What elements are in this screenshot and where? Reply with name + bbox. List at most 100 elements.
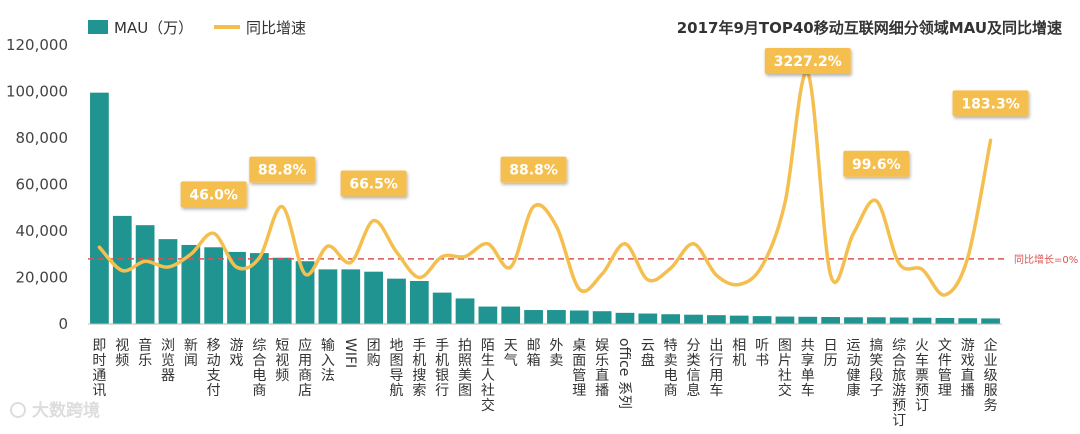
x-tick-char: 盘 [641,352,655,369]
bar [181,244,201,324]
x-tick-label: 共享单车 [801,338,815,399]
x-tick-char: 图 [458,383,472,399]
x-tick-char: 用 [709,368,723,384]
x-tick-char: 件 [938,353,952,369]
x-tick-label: 应用商店 [298,337,312,399]
bar [295,261,315,324]
x-tick-char: 照 [458,353,472,369]
x-tick-char: 预 [892,398,906,414]
bar [844,317,863,324]
y-tick-label: 20,000 [16,269,69,287]
x-tick-char: 听 [755,338,769,354]
bar [227,251,246,324]
x-tick-char: 服 [984,383,998,399]
x-tick-char: 桌 [572,338,586,354]
x-tick-char: 合 [892,353,906,369]
watermark-logo-icon [10,402,26,418]
watermark-text: 大数跨境 [32,400,100,421]
x-tick-char: 航 [389,383,403,399]
x-tick-char: 健 [846,368,860,384]
x-tick-char: 图 [778,338,792,354]
x-tick-char: 搜 [412,368,426,384]
x-tick-label: 短视频 [275,338,289,384]
callout-label: 66.5% [349,177,398,193]
x-tick-char: 乐 [138,353,152,369]
x-tick-char: 购 [367,353,381,369]
x-tick-label: 游戏 [230,338,244,369]
x-tick-char: 视 [275,353,289,369]
y-tick-label: 60,000 [16,176,69,194]
x-tick-label: 火车票预订 [915,338,929,414]
x-tick-char: 美 [458,368,472,384]
x-tick-label: 搞笑段子 [869,338,883,399]
chart-title: 2017年9月TOP40移动互联网细分领域MAU及同比增速 [677,19,1062,37]
x-tick-char: 卖 [664,353,678,369]
bar [981,318,1000,324]
x-tick-char: 动 [846,353,860,369]
y-tick-label: 40,000 [16,222,69,240]
x-tick-label: 特卖电商 [664,338,678,399]
x-tick-label: 新闻 [184,338,198,369]
bar [638,313,658,324]
bar [912,317,932,324]
x-tick-char: 云 [641,338,655,354]
x-tick-char: 机 [732,353,746,369]
x-tick-char: 播 [595,383,609,399]
x-tick-char: 类 [687,353,701,369]
bar [432,292,452,324]
bar [90,92,109,324]
x-tick-char: 电 [664,368,678,384]
x-tick-char: 短 [275,338,289,354]
x-tick-label: 企业级服务 [984,337,998,414]
x-tick-char: 息 [687,382,701,399]
x-tick-char: 陌 [481,338,495,354]
bar [775,316,795,324]
x-tick-char: 天 [504,338,518,354]
x-tick-char: 综 [892,338,906,354]
x-tick-char: 务 [984,398,998,414]
x-tick-label: 音乐 [138,337,152,369]
x-tick-char: 商 [664,383,678,399]
x-tick-char: 运 [846,338,860,354]
x-tick-label: office 系列 [616,338,632,409]
callout-label: 88.8% [258,163,307,179]
legend-swatch-mau [88,20,108,34]
x-tick-char: 电 [252,368,266,384]
x-tick-char: 车 [915,352,929,369]
x-tick-char: 戏 [961,353,975,369]
x-tick-label: 游戏直播 [961,338,975,399]
bar [752,316,772,324]
x-tick-label: 外卖 [549,338,563,369]
x-tick-char: 笑 [869,353,883,369]
x-tick-char: 播 [961,383,975,399]
x-tick-label: 相机 [732,338,746,369]
x-tick-label: 移动支付 [207,338,221,399]
x-tick-char: 人 [481,368,495,384]
x-tick-char: 车 [801,382,815,399]
x-tick-char: 康 [846,382,860,399]
x-tick-char: 支 [207,368,221,384]
callout-box [764,48,851,74]
x-tick-char: 商 [298,368,312,384]
x-tick-char: 理 [572,383,586,399]
x-tick-char: 时 [92,353,106,369]
x-tick-char: 订 [892,413,906,429]
x-tick-char: 游 [961,338,975,354]
x-tick-char: 戏 [230,353,244,369]
x-tick-label: 综合旅游预订 [892,338,906,429]
x-tick-char: 讯 [92,383,106,399]
x-tick-char: 分 [687,338,701,354]
x-tick-label: 娱乐直播 [595,338,609,399]
x-tick-label: 地图导航 [389,338,403,399]
x-tick-char: 机 [435,353,449,369]
bar [569,310,589,324]
x-tick-char: 浏 [161,338,175,354]
bar [615,312,635,324]
x-tick-char: 店 [298,383,312,399]
x-tick-char: 气 [504,353,518,369]
y-tick-label: 100,000 [6,83,68,101]
x-tick-label: 听书 [755,338,769,369]
x-tick-char: 历 [824,353,838,369]
callout-box [952,90,1029,117]
